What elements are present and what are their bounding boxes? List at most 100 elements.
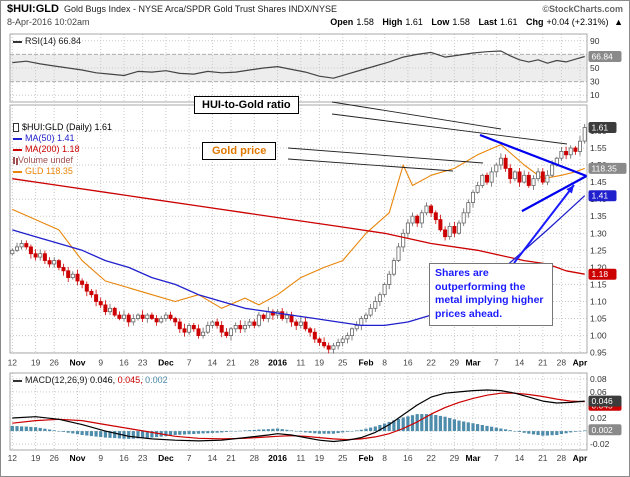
x-axis-label: 16	[119, 453, 129, 463]
candle	[573, 147, 578, 152]
x-axis-label: 8	[382, 358, 387, 368]
x-axis-label: Apr	[573, 453, 588, 463]
y-axis-label: 1.20	[590, 262, 607, 272]
x-axis-label: 22	[426, 358, 436, 368]
low-label: Low	[431, 17, 450, 27]
candle	[470, 191, 475, 203]
y-axis-label: 1.45	[590, 177, 607, 187]
candle	[108, 307, 113, 313]
last-label: Last	[478, 17, 497, 27]
candle	[159, 318, 164, 323]
candle	[61, 266, 66, 272]
x-axis-label: 25	[338, 358, 348, 368]
candle	[94, 294, 99, 302]
x-axis-label: 14	[515, 453, 525, 463]
candle	[33, 253, 38, 258]
y-axis-label: 0.06	[590, 387, 607, 397]
bar-icon	[13, 157, 15, 165]
x-axis-label: 19	[31, 358, 41, 368]
candle	[359, 318, 364, 326]
candle	[326, 345, 331, 350]
line-icon	[13, 148, 22, 151]
candle	[187, 324, 192, 333]
x-axis-label: 11	[296, 453, 305, 463]
ma200-line	[12, 178, 585, 275]
candle	[131, 318, 136, 323]
candle	[103, 304, 108, 313]
macd-line	[12, 389, 585, 443]
quote-strip: Open 1.58 High 1.61 Low 1.58 Last 1.61 Chg +0…	[324, 17, 623, 27]
x-axis-label: 22	[426, 453, 436, 463]
candle	[564, 150, 569, 156]
candle	[550, 164, 555, 176]
candle	[461, 212, 466, 224]
y-axis-label: 1.15	[590, 279, 607, 289]
candle	[368, 307, 373, 316]
candle	[70, 273, 75, 279]
x-axis-label: 26	[49, 453, 59, 463]
candle	[247, 321, 252, 326]
x-axis-label: 7	[187, 358, 192, 368]
open-label: Open	[330, 17, 354, 27]
candle	[52, 260, 57, 265]
x-axis-label: 16	[403, 358, 413, 368]
annotation-outperforming-note: Shares are outperforming the metal imply…	[429, 263, 553, 326]
candle	[256, 314, 261, 326]
x-axis-label: Dec	[158, 453, 174, 463]
axis-badge-value: 1.41	[592, 191, 609, 201]
candle	[163, 314, 168, 319]
x-axis-label: Nov	[69, 453, 85, 463]
x-axis-label: 12	[8, 453, 18, 463]
candle	[10, 249, 15, 255]
low-value: 1.58	[452, 17, 470, 27]
x-axis-label: 28	[557, 453, 567, 463]
candle	[38, 253, 43, 258]
candle	[266, 311, 271, 319]
x-axis-label: 7	[187, 453, 192, 463]
macd-title: MACD(12,26,9)	[25, 375, 88, 385]
x-axis-label: 26	[49, 358, 59, 368]
candle	[84, 283, 89, 292]
y-axis-label: 0.95	[590, 348, 607, 358]
macd-signal-value: 0.045,	[117, 375, 143, 385]
timestamp: 8-Apr-2016 10:02am	[7, 17, 90, 27]
candle	[182, 328, 187, 333]
candle	[349, 328, 354, 336]
candle	[531, 178, 536, 186]
candle	[336, 341, 341, 347]
candle	[80, 280, 85, 285]
candle	[270, 311, 275, 316]
candle	[410, 215, 415, 224]
candle	[480, 174, 485, 186]
candle	[494, 164, 499, 173]
x-axis-label: 9	[98, 358, 103, 368]
candle	[47, 260, 52, 265]
x-axis-label: 7	[494, 358, 499, 368]
x-axis-label: 23	[138, 358, 148, 368]
candle	[154, 318, 159, 323]
candle	[401, 232, 406, 248]
y-axis-label: 0.02	[590, 413, 607, 423]
candle	[242, 324, 247, 330]
note-arrow-head	[566, 185, 574, 194]
candle	[19, 243, 24, 248]
candle	[475, 185, 480, 193]
candle	[382, 283, 387, 295]
change-label: Chg	[526, 17, 544, 27]
candle	[456, 222, 461, 234]
chart-header: $HUI:GLD Gold Bugs Index - NYSE Arca/SPD…	[7, 3, 623, 15]
y-axis-label: 30	[590, 77, 600, 87]
x-axis-labels-bottom: 12 19 26 Nov 9 16 23 Dec 7 14 21 28 2016 11 19 25 Feb 8 16…	[8, 453, 588, 463]
candle	[424, 205, 429, 214]
candle	[135, 314, 140, 319]
note-arrow-line	[513, 184, 575, 264]
candle	[98, 301, 103, 306]
x-axis-label: 9	[98, 453, 103, 463]
price-legend: $HUI:GLD (Daily) 1.61 MA(50) 1.41 MA(200) …	[13, 122, 112, 177]
candle	[396, 246, 401, 261]
macd-hist-value: 0.002	[145, 375, 168, 385]
x-axis-label: 11	[296, 358, 305, 368]
macd-line-icon	[13, 379, 22, 382]
candle	[149, 314, 154, 319]
